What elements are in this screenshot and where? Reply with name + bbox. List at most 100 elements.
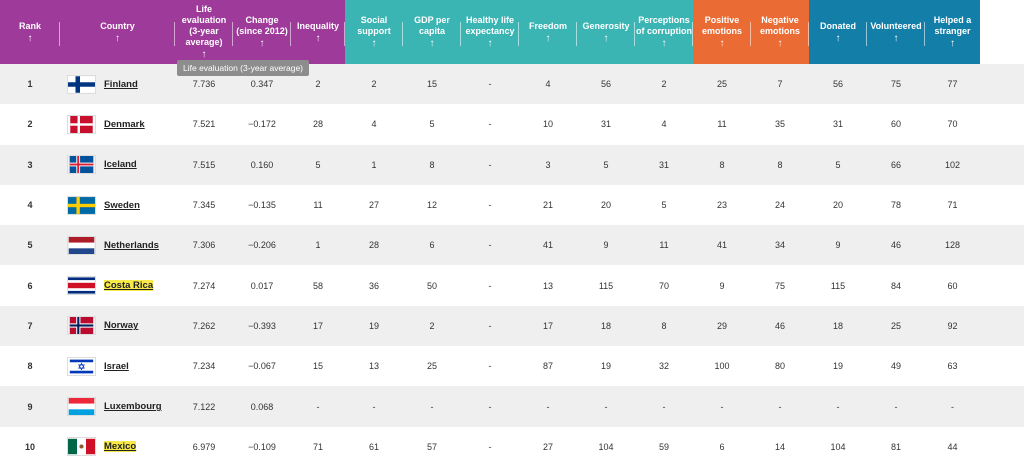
table-row: 2 Denmark 7.521 −0.172 28 4 5 - 10 31 4 11 35 31 60 70 [0,104,1024,145]
column-header-country[interactable]: Country ↑ [60,0,175,64]
finland-flag-icon [68,75,95,93]
country-link[interactable]: Netherlands [104,239,159,251]
sort-arrow-icon[interactable]: ↑ [429,38,435,49]
column-header-label: Freedom [528,20,567,31]
column-header-freedom[interactable]: Freedom ↑ [519,0,577,64]
column-header-donated[interactable]: Donated ↑ [809,0,867,64]
cell-negative: 46 [774,320,785,331]
cell-helped: - [951,401,954,412]
cell-social: - [372,401,376,412]
sort-arrow-icon[interactable]: ↑ [27,32,33,44]
cell-generosity: 18 [600,320,611,331]
country-link[interactable]: Finland [104,78,138,90]
column-header-helped[interactable]: Helped a stranger ↑ [925,0,980,64]
column-header-label: Donated [820,20,856,31]
denmark-flag-icon [68,115,95,133]
cell-gdp: 6 [429,240,435,251]
column-header-negative[interactable]: Negative emotions ↑ [751,0,809,64]
column-header-change[interactable]: Change (since 2012) ↑ [233,0,291,64]
sort-arrow-icon[interactable]: ↑ [545,32,551,44]
sort-arrow-icon[interactable]: ↑ [315,32,321,44]
sort-arrow-icon[interactable]: ↑ [603,32,609,44]
column-header-volunteered[interactable]: Volunteered ↑ [867,0,925,64]
cell-rank: 9 [27,401,33,412]
column-header-life[interactable]: Life evaluation (3-year average) ↑ [175,0,233,64]
cell-volunteered: 25 [890,320,901,331]
sort-arrow-icon[interactable]: ↑ [950,38,955,49]
sort-arrow-icon[interactable]: ↑ [835,32,841,44]
column-header-label: Life evaluation (3-year average) [181,4,227,47]
cell-corruption: 11 [659,240,669,251]
country-link[interactable]: Sweden [104,199,140,211]
column-header-social[interactable]: Social support ↑ [345,0,403,64]
column-header-generosity[interactable]: Generosity ↑ [577,0,635,64]
country-link[interactable]: Denmark [104,118,145,130]
column-header-corruption[interactable]: Perceptions of corruption ↑ [635,0,693,64]
cell-positive: 6 [719,441,725,452]
cell-social: 61 [368,441,379,452]
cell-gdp: 15 [426,79,437,90]
cell-donated: 31 [832,119,843,130]
column-header-healthy[interactable]: Healthy life expectancy ↑ [461,0,519,64]
cell-corruption: 70 [658,280,669,291]
sort-arrow-icon[interactable]: ↑ [487,38,493,49]
sort-arrow-icon[interactable]: ↑ [115,32,120,44]
column-header-label: Rank [18,20,41,31]
cell-donated: 104 [830,441,846,452]
cell-freedom: 87 [542,361,553,372]
country-link[interactable]: Mexico [104,441,137,453]
luxembourg-flag-icon [68,398,95,416]
cell-rank: 10 [24,441,35,452]
cell-inequality: 71 [312,441,323,452]
column-header-inequality[interactable]: Inequality ↑ [291,0,345,64]
cell-healthy: - [488,119,492,130]
cell-generosity: 31 [600,119,611,130]
country-link[interactable]: Iceland [104,159,137,171]
cell-life: 7.345 [192,200,216,211]
cell-negative: - [778,401,782,412]
cell-volunteered: 84 [890,280,901,291]
cell-positive: 23 [716,200,727,211]
column-header-positive[interactable]: Positive emotions ↑ [693,0,751,64]
country-link[interactable]: Norway [104,320,139,332]
sort-arrow-icon[interactable]: ↑ [777,38,783,49]
sort-arrow-icon[interactable]: ↑ [893,32,899,44]
iceland-flag-icon [68,156,95,174]
cell-life: 6.979 [192,441,216,452]
sort-arrow-icon[interactable]: ↑ [259,38,265,49]
cell-corruption: 59 [658,441,669,452]
cell-positive: 8 [719,159,725,170]
cell-negative: 80 [774,361,785,372]
column-header-gdp[interactable]: GDP per capita ↑ [403,0,461,64]
column-header-label: Social support [357,15,391,36]
cell-donated: 56 [832,79,843,90]
cell-life: 7.736 [192,79,216,90]
cell-corruption: 2 [661,79,667,90]
cell-negative: 34 [774,240,785,251]
sort-arrow-icon[interactable]: ↑ [661,38,667,49]
sort-arrow-icon[interactable]: ↑ [371,38,377,49]
table-row: 6 Costa Rica 7.274 0.017 58 36 50 - 13 115 70 9 75 11… [0,265,1024,306]
country-link[interactable]: Costa Rica [104,280,154,292]
cell-change: −0.135 [248,200,276,211]
cell-rank: 8 [27,361,33,372]
cell-negative: 14 [774,441,785,452]
costa-rica-flag-icon [68,277,95,294]
column-header-label: GDP per capita [414,15,450,36]
country-cell: Mexico [60,438,175,455]
cell-social: 1 [371,159,377,170]
cell-inequality: - [316,401,320,412]
cell-change: −0.172 [248,119,276,130]
cell-positive: 9 [719,280,725,291]
sort-arrow-icon[interactable]: ↑ [719,38,725,49]
country-link[interactable]: Israel [104,360,129,372]
cell-life: 7.234 [192,361,216,372]
cell-volunteered: 66 [890,159,901,170]
cell-helped: 70 [947,119,958,130]
cell-change: 0.017 [250,280,274,291]
column-header-rank[interactable]: Rank ↑ [0,0,60,64]
country-link[interactable]: Luxembourg [104,401,162,413]
cell-freedom: 27 [542,441,553,452]
sort-arrow-icon[interactable]: ↑ [201,49,207,60]
cell-change: −0.206 [248,240,276,251]
